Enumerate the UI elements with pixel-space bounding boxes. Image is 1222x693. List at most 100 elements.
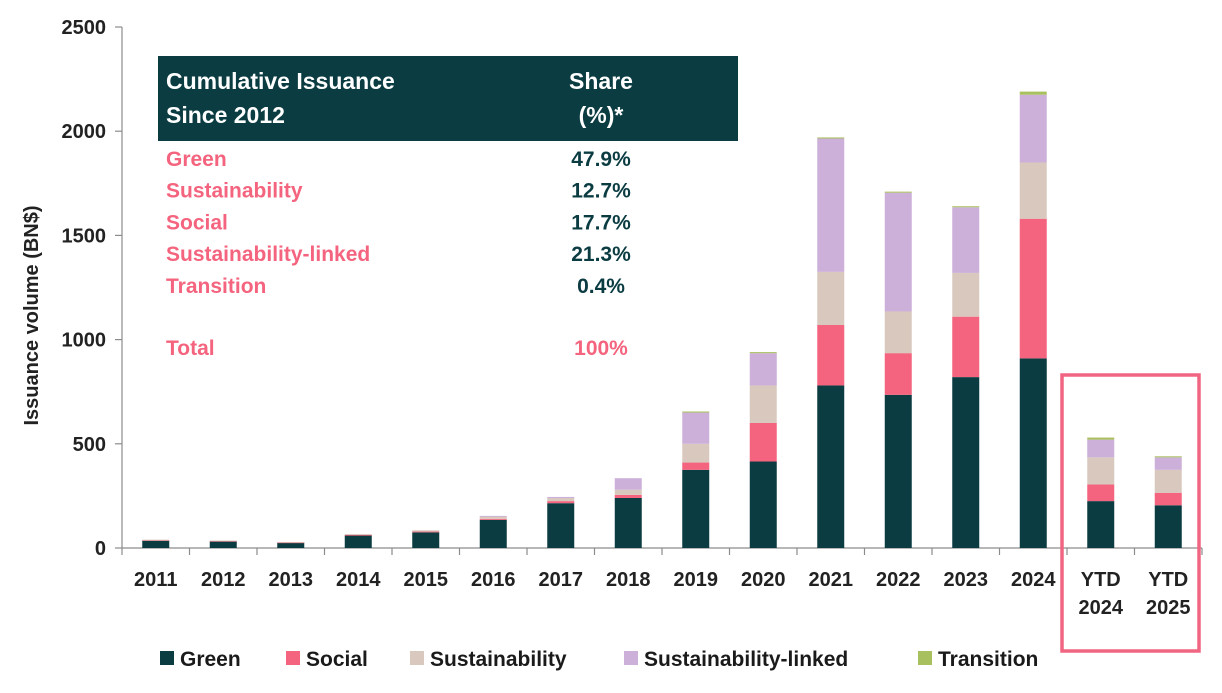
- table-row-share: 47.9%: [571, 148, 631, 171]
- table-header-left: Cumulative Issuance: [166, 68, 395, 94]
- y-tick-label: 1500: [62, 225, 107, 247]
- bar-transition: [1154, 456, 1182, 458]
- bar-social: [884, 353, 912, 395]
- y-tick-label: 0: [95, 538, 106, 560]
- legend-swatch: [286, 651, 300, 665]
- legend-item-green: Green: [160, 648, 241, 671]
- bar-stack-4: [412, 530, 440, 548]
- bar-transition: [952, 206, 980, 208]
- bar-stack-14: [1087, 437, 1115, 548]
- legend-label: Transition: [938, 648, 1038, 671]
- bar-sustainability-linked: [682, 412, 710, 444]
- bar-green: [412, 532, 440, 548]
- table-header-left: Since 2012: [166, 102, 285, 128]
- bar-social: [614, 494, 642, 498]
- bar-stack-6: [547, 496, 575, 548]
- bar-green: [817, 385, 845, 548]
- bar-sustainability-linked: [952, 207, 980, 273]
- bar-social: [1154, 492, 1182, 506]
- bar-green: [142, 540, 170, 548]
- table-header-right: (%)*: [579, 102, 624, 128]
- table-header: [158, 56, 738, 141]
- legend-label: Sustainability: [430, 648, 567, 671]
- y-tick-label: 2500: [62, 17, 107, 39]
- legend-label: Social: [306, 648, 368, 671]
- table-row-share: 21.3%: [571, 243, 631, 266]
- legend-swatch: [410, 651, 424, 665]
- bar-sustainability-linked: [749, 353, 777, 386]
- bar-green: [1154, 505, 1182, 548]
- bar-green: [1019, 358, 1047, 548]
- bar-sustainability: [344, 534, 372, 535]
- table-row-share: 12.7%: [571, 180, 631, 203]
- legend-item-sustainability: Sustainability: [410, 648, 567, 671]
- bar-stack-13: [1019, 91, 1047, 548]
- bar-social: [547, 501, 575, 504]
- bar-green: [952, 377, 980, 548]
- bar-social: [277, 542, 305, 544]
- bar-green: [479, 519, 507, 548]
- bar-transition: [884, 191, 912, 193]
- bar-sustainability: [884, 311, 912, 354]
- bar-stack-9: [749, 352, 777, 548]
- x-tick-label: 2017: [539, 569, 584, 591]
- legend-swatch: [624, 651, 638, 665]
- bar-sustainability: [682, 443, 710, 463]
- y-tick-label: 500: [73, 434, 106, 456]
- bar-sustainability: [1154, 469, 1182, 493]
- bar-sustainability: [614, 489, 642, 495]
- x-tick-label: 2018: [606, 569, 651, 591]
- x-tick-label: 2015: [404, 569, 449, 591]
- bar-sustainability: [277, 541, 305, 543]
- bar-stack-15: [1154, 456, 1182, 548]
- x-tick-label: 2019: [674, 569, 719, 591]
- bar-sustainability-linked: [817, 138, 845, 272]
- bar-stack-1: [209, 540, 237, 548]
- x-tick-label: 2013: [269, 569, 314, 591]
- bar-transition: [1087, 437, 1115, 440]
- legend-item-transition: Transition: [918, 648, 1038, 671]
- bar-stack-5: [479, 515, 507, 548]
- bar-green: [547, 503, 575, 548]
- bar-sustainability: [209, 540, 237, 542]
- bar-stack-10: [817, 137, 845, 548]
- table-total-name: Total: [166, 337, 215, 360]
- bar-sustainability-linked: [1019, 94, 1047, 163]
- table-row-name: Transition: [166, 275, 266, 298]
- bar-transition: [817, 137, 845, 139]
- bar-transition: [749, 352, 777, 354]
- bar-social: [1019, 218, 1047, 359]
- bar-transition: [682, 411, 710, 413]
- bar-green: [1087, 501, 1115, 548]
- bar-sustainability: [479, 516, 507, 519]
- bar-sustainability-linked: [1154, 457, 1182, 470]
- legend-item-social: Social: [286, 648, 368, 671]
- legend-label: Sustainability-linked: [644, 648, 848, 671]
- table-total-share: 100%: [574, 337, 628, 360]
- table-row-name: Sustainability-linked: [166, 243, 370, 266]
- y-axis-title: Issuance volume (BN$): [21, 205, 43, 425]
- bar-green: [209, 541, 237, 548]
- table-background: [158, 145, 738, 367]
- bar-green: [614, 497, 642, 548]
- bar-social: [412, 531, 440, 533]
- bar-transition: [1019, 91, 1047, 95]
- x-tick-label: 2020: [741, 569, 786, 591]
- bar-sustainability: [142, 539, 170, 541]
- bar-social: [817, 325, 845, 386]
- table-header-right: Share: [569, 68, 633, 94]
- legend-label: Green: [180, 648, 241, 671]
- highlight-box: [1060, 373, 1201, 653]
- x-tick-label: 2016: [471, 569, 516, 591]
- bar-sustainability: [952, 272, 980, 317]
- legend-swatch: [160, 651, 174, 665]
- bar-sustainability: [1019, 162, 1047, 219]
- table-row-share: 17.7%: [571, 211, 631, 234]
- table-row-name: Social: [166, 211, 228, 234]
- x-tick-label: 2024: [1079, 597, 1124, 619]
- bar-sustainability: [547, 497, 575, 502]
- bar-social: [1087, 484, 1115, 502]
- bar-social: [209, 540, 237, 542]
- bars: [142, 91, 1182, 548]
- bar-sustainability-linked: [479, 515, 507, 517]
